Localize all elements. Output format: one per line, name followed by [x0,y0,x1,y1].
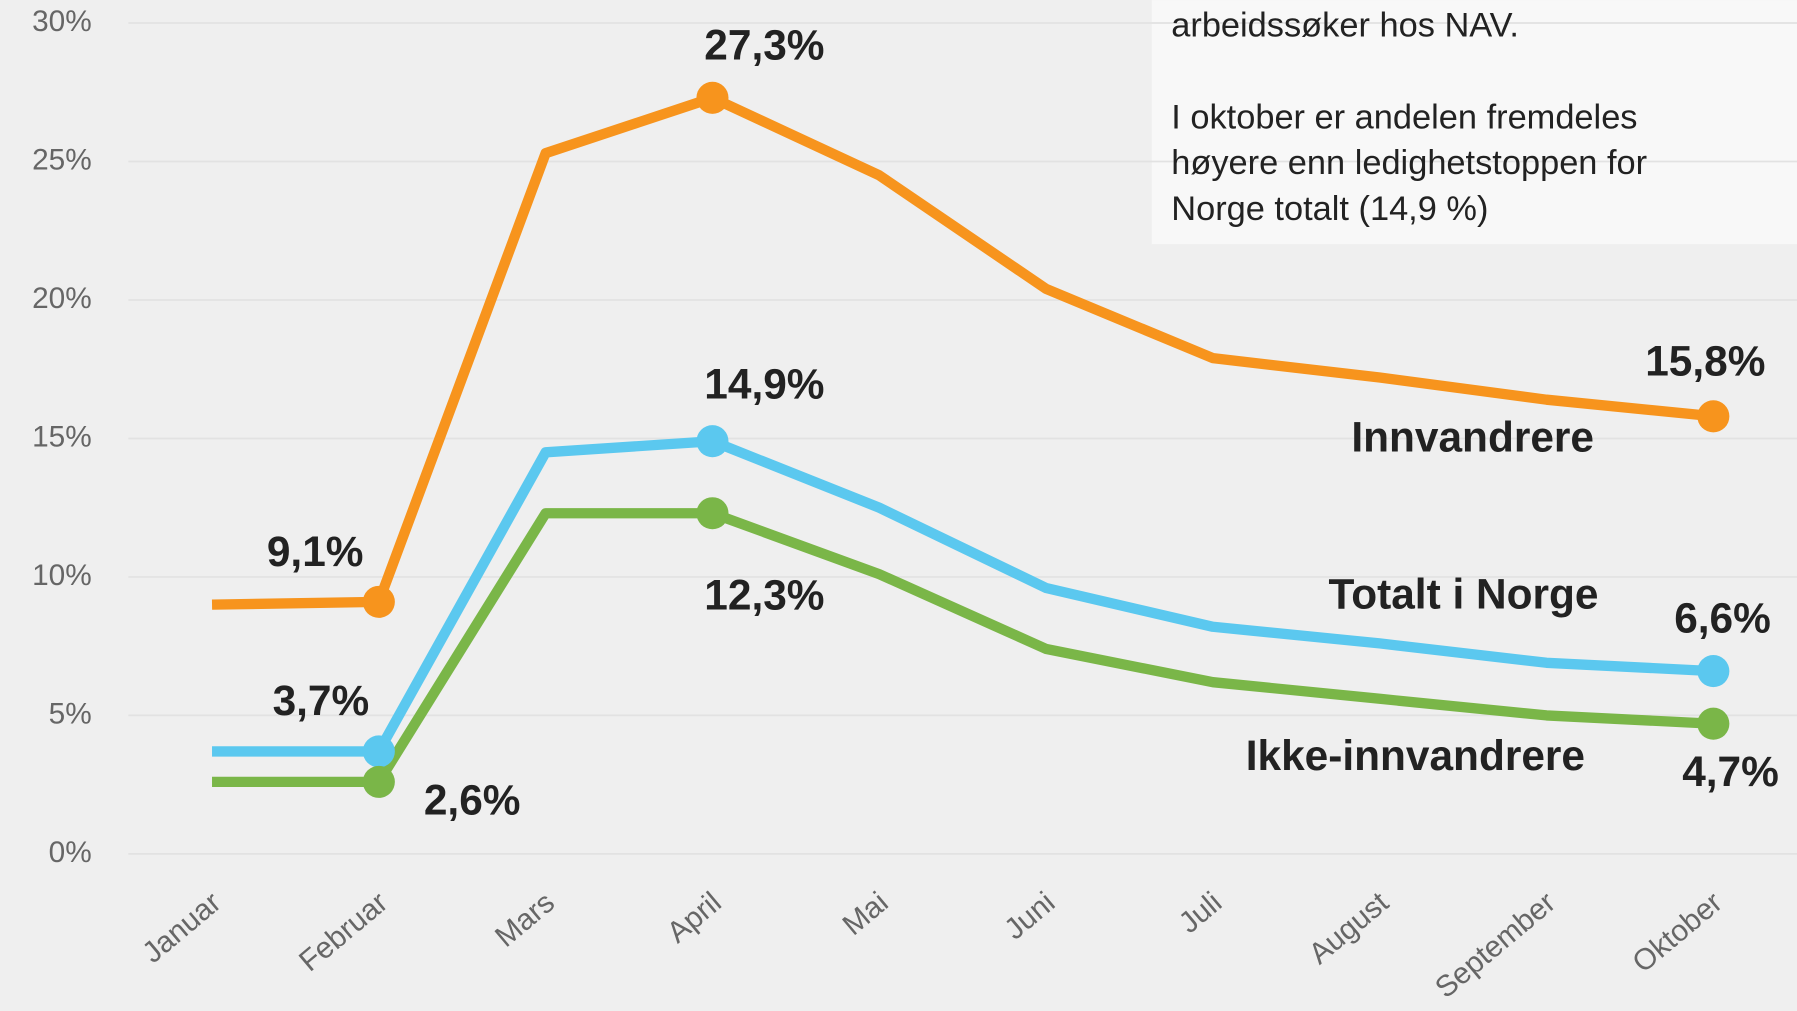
data-label: 15,8% [1645,338,1765,385]
data-label: 2,6% [424,777,521,824]
y-tick-label: 25% [32,143,92,176]
marker [696,497,729,530]
data-label: 9,1% [267,528,364,575]
y-tick-label: 30% [32,5,92,38]
marker [1697,400,1730,433]
marker [1697,707,1730,740]
line [212,508,1714,788]
data-label: 4,7% [1682,748,1779,795]
marker [1697,655,1730,688]
y-tick-label: 20% [32,282,92,315]
marker [696,425,729,458]
series-label: Innvandrere [1351,413,1594,460]
line [211,92,1714,610]
line [212,436,1714,757]
data-label: 14,9% [704,361,824,408]
data-label: 12,3% [704,572,824,619]
marker [362,765,395,798]
marker [362,735,395,768]
marker [362,585,395,618]
series-label: Ikke-innvandrere [1246,732,1585,779]
y-tick-label: 10% [32,559,92,592]
y-tick-label: 5% [49,697,92,730]
y-tick-label: 0% [49,836,92,869]
annotation-text: arbeidssøker hos NAV. [1171,7,1519,45]
annotation-box [1151,0,1797,245]
annotation-text: I oktober er andelen fremdeles [1171,98,1637,136]
data-label: 3,7% [273,677,370,724]
series-label: Totalt i Norge [1328,570,1598,617]
annotation-text: Norge totalt (14,9 %) [1171,190,1488,228]
data-label: 6,6% [1674,594,1771,641]
marker [696,81,729,114]
annotation-text: høyere enn ledighetstoppen for [1171,144,1647,182]
data-label: 27,3% [704,21,824,68]
y-tick-label: 15% [32,420,92,453]
